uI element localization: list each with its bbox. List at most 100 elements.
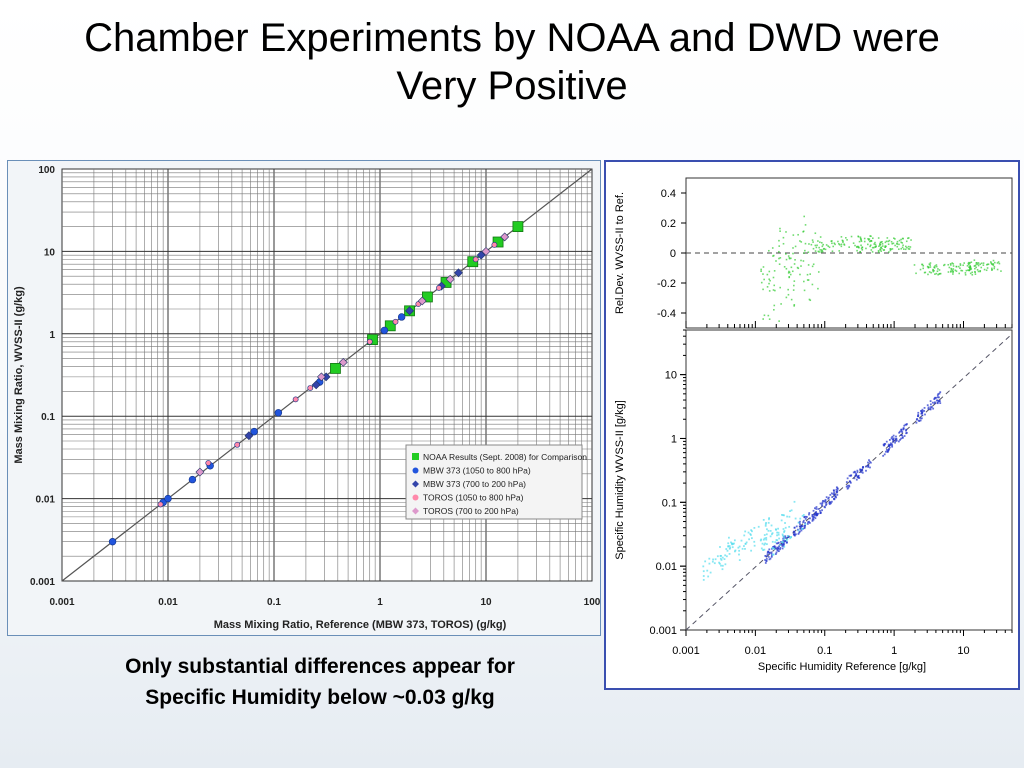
- hum-point: [812, 518, 815, 521]
- dev-point: [863, 240, 866, 243]
- dev-point: [949, 262, 952, 265]
- hum-point: [854, 471, 856, 474]
- dev-point: [986, 263, 989, 266]
- hum-point: [774, 541, 777, 544]
- hum-point: [920, 412, 923, 415]
- hum-point: [801, 515, 804, 517]
- hum-point: [738, 553, 740, 556]
- circle-point: [380, 326, 389, 335]
- hum-point: [903, 435, 906, 437]
- hum-point: [716, 555, 719, 558]
- hum-point: [768, 552, 771, 554]
- hum-point: [763, 548, 766, 551]
- dev-point: [806, 273, 809, 276]
- dev-point: [881, 247, 883, 250]
- hum-point: [738, 549, 741, 552]
- hum-point: [773, 545, 776, 547]
- hum-point: [821, 501, 824, 504]
- hum-point: [856, 469, 859, 472]
- dev-point: [819, 236, 822, 238]
- dev-point: [959, 264, 962, 267]
- dev-point: [843, 243, 845, 245]
- humidity-plot-ticks: 0.001 0.01 0.1 1 10 10 1 0.1 0.01 0.001: [649, 329, 1013, 657]
- left-y-tick-label: 0.001: [30, 577, 55, 588]
- hum-point: [725, 555, 728, 558]
- dev-point: [996, 268, 999, 271]
- circle-point: [157, 501, 164, 508]
- hum-point: [764, 524, 767, 527]
- hum-point: [798, 525, 801, 528]
- hum-point: [782, 541, 784, 544]
- hum-point: [833, 493, 836, 496]
- hum-point: [808, 522, 811, 524]
- hum-point: [792, 530, 795, 533]
- hum-point: [753, 527, 756, 529]
- dev-y-tick-label: 0.2: [661, 218, 676, 230]
- hum-point: [797, 533, 800, 535]
- hum-point: [765, 555, 768, 558]
- hum-point: [780, 541, 783, 543]
- hum-point: [804, 515, 807, 518]
- dev-point: [820, 241, 823, 244]
- dev-point: [872, 237, 874, 240]
- dev-point: [869, 235, 871, 237]
- hum-point: [900, 434, 903, 436]
- hum-point: [751, 537, 753, 540]
- dev-point: [964, 273, 967, 276]
- hum-point: [762, 518, 765, 521]
- hum-point: [805, 516, 808, 518]
- hum-point: [929, 400, 932, 403]
- hum-point: [933, 402, 936, 405]
- dev-point: [794, 245, 797, 248]
- dev-point: [898, 243, 900, 246]
- noaa-point: [330, 363, 341, 374]
- hum-point: [760, 547, 763, 550]
- dev-point: [772, 289, 775, 291]
- circle-point: [234, 441, 241, 448]
- hum-point: [933, 398, 936, 400]
- dev-point: [990, 261, 992, 263]
- hum-point: [764, 555, 767, 557]
- dev-point: [863, 237, 866, 240]
- hum-point: [905, 432, 907, 435]
- hum-y-tick-label: 1: [671, 433, 677, 445]
- dev-point: [778, 257, 780, 260]
- diamond-point: [454, 268, 463, 278]
- dev-point: [762, 318, 764, 320]
- hum-point: [859, 468, 862, 471]
- hum-point: [779, 546, 782, 549]
- hum-point: [888, 438, 891, 441]
- dev-point: [819, 249, 821, 251]
- hum-point: [776, 548, 779, 551]
- hum-point: [782, 528, 785, 530]
- hum-point: [814, 517, 817, 520]
- hum-x-tick-label: 0.01: [745, 645, 766, 657]
- hum-point: [932, 407, 935, 410]
- right-chart: 0.4 0.2 0 -0.2 -0.4 Rel.Dev. WVSS-II to Ref.…: [614, 177, 1013, 673]
- hum-point: [825, 496, 828, 499]
- hum-point: [719, 562, 721, 565]
- dev-point: [873, 243, 876, 245]
- hum-point: [937, 393, 940, 395]
- dev-point: [889, 249, 892, 252]
- dev-point: [934, 273, 936, 275]
- hum-point: [733, 539, 736, 542]
- dev-point: [991, 267, 993, 270]
- hum-point: [775, 542, 778, 545]
- hum-point: [783, 514, 785, 517]
- hum-point: [727, 545, 730, 547]
- hum-point: [728, 545, 731, 547]
- dev-point: [929, 266, 932, 268]
- dev-point: [950, 271, 952, 273]
- slide-caption: Only substantial differences appear for …: [40, 651, 600, 713]
- hum-point: [731, 542, 733, 545]
- hum-x-tick-label: 0.1: [817, 645, 832, 657]
- hum-point: [738, 545, 741, 548]
- hum-point: [935, 396, 938, 399]
- dev-point: [991, 269, 993, 271]
- hum-point: [771, 547, 774, 550]
- dev-point: [969, 267, 972, 269]
- circle-point: [397, 313, 406, 321]
- hum-point: [775, 528, 777, 531]
- hum-point: [767, 529, 770, 532]
